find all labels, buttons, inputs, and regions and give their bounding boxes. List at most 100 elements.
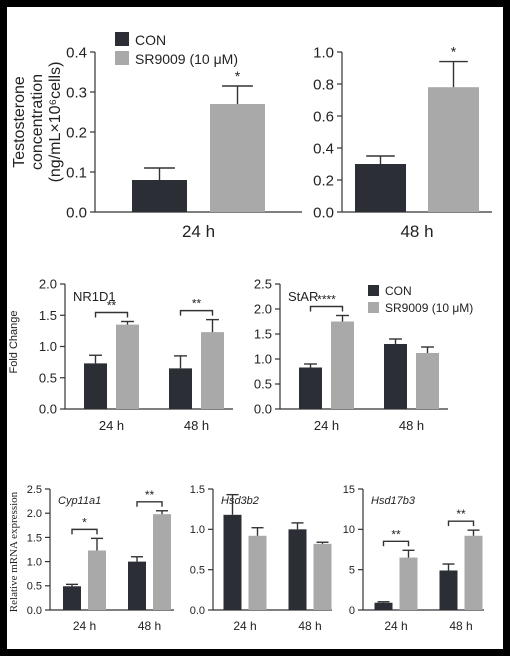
nr1d1-ytick-label: 0.5 (39, 370, 57, 385)
nr1d1-significance-bracket (179, 309, 214, 316)
hsd17-significance-bracket (382, 540, 410, 547)
star-ytick-label: 2.0 (254, 302, 272, 317)
cyp-significance-bracket (136, 501, 163, 507)
t24-ytick-label: 0.4 (66, 44, 87, 61)
t48-ytick-label: 0.2 (313, 172, 334, 189)
hsd3-ytick-label: 1.5 (190, 484, 205, 496)
star-legend-label-sr9009: SR9009 (10 μM) (385, 301, 473, 315)
figure-frame: Testosterone concentration (ng/mL×10⁶cel… (7, 7, 503, 649)
cyp-ytick-label: 2.5 (27, 484, 42, 496)
cyp-significance-label: * (82, 515, 87, 529)
nr1d1-title: NR1D1 (73, 289, 116, 304)
hsd17-significance-label: ** (456, 507, 466, 521)
cyp-ytick-label: 1.5 (27, 532, 42, 544)
cyp-bar-con-1 (128, 561, 146, 610)
t24-category-label: 24 h (182, 222, 215, 241)
t48-category-label: 48 h (400, 222, 433, 241)
hsd17-significance-bracket (447, 520, 475, 527)
t24-legend-label-con: CON (135, 32, 166, 48)
star-category-label: 48 h (399, 418, 424, 433)
nr1d1-category-label: 24 h (99, 418, 124, 433)
star-legend-swatch-con (368, 285, 379, 296)
hsd17-category-label: 24 h (384, 619, 407, 633)
hsd3-category-label: 48 h (298, 619, 321, 633)
t24-legend-label-sr9009: SR9009 (10 μM) (135, 51, 238, 67)
row2-ylabel: Fold Change (8, 311, 20, 374)
t48-significance-label: * (451, 44, 457, 60)
cyp-ytick-label: 2.0 (27, 508, 42, 520)
star-ytick-label: 1.5 (254, 327, 272, 342)
nr1d1-significance-bracket (94, 311, 129, 318)
cyp-bar-sr9009-1 (153, 514, 171, 610)
t48-bar-con-0 (355, 164, 406, 212)
hsd3-ytick-label: 1.0 (190, 524, 205, 536)
hsd3-title: Hsd3b2 (221, 495, 259, 507)
star-ytick-label: 1.0 (254, 352, 272, 367)
cyp-bar-sr9009-0 (88, 550, 106, 610)
t48-bar-sr9009-0 (428, 87, 479, 212)
t24-ytick-label: 0.3 (66, 84, 87, 101)
cyp-category-label: 48 h (138, 619, 161, 633)
t24-ytick-label: 0.0 (66, 204, 87, 221)
t24-legend-swatch-con (115, 32, 129, 46)
hsd17-ytick-label: 0 (349, 605, 355, 617)
hsd3-bar-con-1 (288, 529, 307, 610)
star-legend-swatch-sr9009 (368, 302, 379, 313)
star-bar-sr9009-1 (416, 353, 439, 409)
hsd17-bar-con-1 (439, 570, 458, 610)
hsd3-bar-sr9009-0 (248, 535, 267, 610)
t24-ytick-label: 0.2 (66, 124, 87, 141)
cyp-ytick-label: 0.0 (27, 605, 42, 617)
nr1d1-ytick-label: 1.5 (39, 308, 57, 323)
hsd3-category-label: 24 h (233, 619, 256, 633)
star-category-label: 24 h (314, 418, 339, 433)
cyp-significance-bracket (71, 528, 98, 535)
hsd17-significance-label: ** (391, 527, 401, 541)
hsd17-ytick-label: 15 (343, 484, 355, 496)
star-ytick-label: 2.5 (254, 277, 272, 292)
star-ytick-label: 0.5 (254, 377, 272, 392)
nr1d1-bar-sr9009-1 (201, 332, 224, 409)
hsd17-bar-sr9009-0 (399, 557, 418, 610)
hsd17-ytick-label: 5 (349, 565, 355, 577)
hsd3-ytick-label: 0.5 (190, 565, 205, 577)
row1-ylabel-line2: concentration (29, 74, 46, 170)
star-significance-label: **** (317, 293, 336, 307)
cyp-significance-label: ** (145, 488, 155, 502)
t48-ytick-label: 0.6 (313, 108, 334, 125)
hsd17-bar-con-0 (374, 602, 393, 610)
row3-ylabel: Relative mRNA expression (8, 491, 20, 612)
nr1d1-ytick-label: 1.0 (39, 339, 57, 354)
t24-significance-label: * (235, 68, 241, 84)
cyp-ytick-label: 0.5 (27, 581, 42, 593)
star-ytick-label: 0.0 (254, 402, 272, 417)
nr1d1-ytick-label: 2.0 (39, 277, 57, 292)
t48-ytick-label: 0.8 (313, 76, 334, 93)
t24-bar-con-0 (132, 180, 187, 212)
hsd17-category-label: 48 h (449, 619, 472, 633)
star-significance-bracket (309, 305, 344, 312)
star-title: StAR (288, 289, 318, 304)
row1-ylabel-line3: (ng/mL×10⁶cells) (47, 62, 64, 183)
t24-ytick-label: 0.1 (66, 164, 87, 181)
nr1d1-ytick-label: 0.0 (39, 402, 57, 417)
row1-ylabel-line1: Testosterone (11, 76, 28, 168)
t48-ytick-label: 1.0 (313, 44, 334, 61)
hsd3-bar-con-0 (223, 514, 242, 610)
hsd17-bar-sr9009-1 (464, 535, 483, 610)
hsd3-bar-sr9009-1 (313, 543, 332, 610)
nr1d1-bar-con-0 (84, 363, 107, 409)
t24-legend-swatch-sr9009 (115, 51, 129, 65)
nr1d1-significance-label: ** (107, 299, 117, 313)
cyp-title: Cyp11a1 (58, 495, 101, 507)
hsd3-ytick-label: 0.0 (190, 605, 205, 617)
nr1d1-bar-con-1 (169, 368, 192, 409)
star-bar-con-1 (384, 344, 407, 409)
t24-bar-sr9009-0 (210, 104, 265, 212)
cyp-bar-con-0 (63, 586, 81, 610)
nr1d1-category-label: 48 h (184, 418, 209, 433)
cyp-ytick-label: 1.0 (27, 556, 42, 568)
star-bar-con-0 (299, 367, 322, 409)
t48-ytick-label: 0.0 (313, 204, 334, 221)
figure-canvas: Testosterone concentration (ng/mL×10⁶cel… (8, 32, 492, 633)
